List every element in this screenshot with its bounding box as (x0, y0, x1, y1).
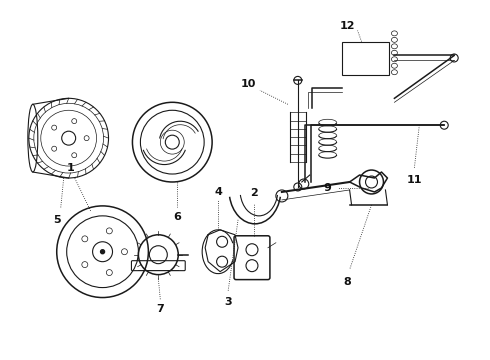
Text: 8: 8 (343, 276, 351, 287)
Text: 10: 10 (240, 79, 256, 89)
Text: 4: 4 (214, 187, 222, 197)
Text: 9: 9 (324, 183, 332, 193)
Circle shape (100, 250, 104, 254)
Text: 5: 5 (53, 215, 61, 225)
Bar (342, 41, 390, 75)
Text: 6: 6 (173, 212, 181, 222)
Text: 11: 11 (407, 175, 422, 185)
Text: 7: 7 (156, 305, 164, 315)
Text: 12: 12 (340, 21, 355, 31)
Text: 3: 3 (224, 297, 232, 306)
Text: 2: 2 (250, 188, 258, 198)
Text: 1: 1 (67, 163, 74, 173)
